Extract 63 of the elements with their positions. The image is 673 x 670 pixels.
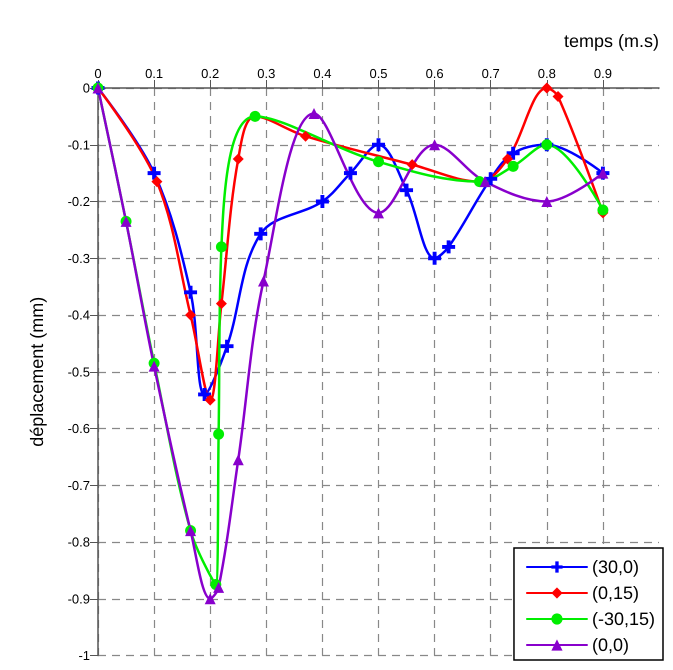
x-tick-label: 0.5 — [369, 66, 388, 81]
legend-label: (30,0) — [592, 557, 640, 577]
point — [254, 227, 268, 240]
point — [198, 388, 212, 401]
point — [300, 130, 312, 142]
x-tick-label: 0.2 — [201, 66, 220, 81]
x-tick-label: 0.8 — [538, 66, 556, 81]
point — [204, 593, 216, 604]
point — [480, 176, 491, 188]
point — [442, 240, 456, 254]
point — [406, 159, 418, 170]
point — [316, 195, 329, 208]
y-tick-label: -0.1 — [68, 137, 90, 152]
point — [597, 204, 608, 216]
x-tick-label: 0.1 — [145, 66, 164, 81]
x-tick-label: 0 — [94, 66, 102, 81]
point — [204, 394, 216, 406]
point — [148, 360, 160, 372]
y-tick-label: -0.4 — [68, 308, 90, 322]
point — [148, 166, 161, 180]
point — [552, 91, 564, 102]
point — [184, 286, 198, 299]
x-axis-title: temps (m.s) — [564, 31, 659, 51]
x-tick-label: 0.3 — [257, 66, 276, 81]
y-tick-label: -0.6 — [68, 421, 90, 436]
x-tick-label: 0.9 — [594, 66, 612, 81]
point — [541, 196, 552, 207]
point — [373, 207, 384, 218]
point — [220, 340, 234, 353]
point — [232, 153, 244, 164]
point — [502, 153, 514, 164]
point — [232, 454, 244, 466]
y-tick-label: -0.8 — [68, 534, 90, 550]
y-tick-label: -0.7 — [68, 478, 90, 493]
y-tick-label: -0.3 — [68, 250, 90, 266]
point — [308, 108, 320, 120]
y-axis-title: déplacement (mm) — [27, 296, 47, 447]
point — [428, 252, 442, 265]
point — [508, 160, 519, 172]
x-tick-label: 0.6 — [426, 66, 444, 81]
point — [185, 310, 196, 320]
point — [216, 241, 227, 252]
point — [216, 298, 227, 310]
point — [213, 428, 224, 440]
x-tick-label: 0.4 — [313, 66, 332, 81]
y-tick-label: -0.2 — [68, 194, 90, 209]
legend-label: (0,15) — [592, 583, 640, 603]
legend-label: (0,0) — [592, 635, 629, 655]
point — [344, 166, 357, 180]
y-tick-label: -0.9 — [68, 591, 90, 606]
y-tick-label: 0 — [82, 80, 90, 96]
point — [400, 184, 414, 197]
point — [373, 156, 384, 168]
point — [258, 275, 269, 286]
point — [151, 176, 162, 188]
x-tick-label: 0.7 — [482, 66, 500, 81]
point — [429, 139, 440, 150]
point — [372, 138, 385, 152]
y-tick-label: -1 — [78, 648, 90, 663]
y-tick-label: -0.5 — [68, 364, 90, 380]
point — [213, 582, 224, 593]
point — [541, 82, 552, 94]
legend-label: (-30,15) — [592, 609, 656, 629]
